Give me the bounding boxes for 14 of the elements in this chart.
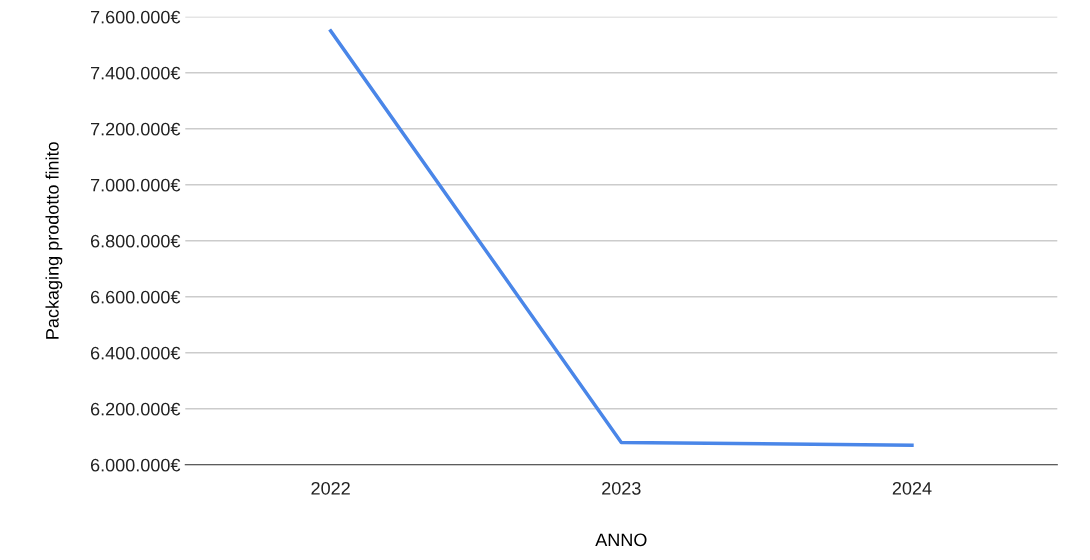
y-tick-label: 6.400.000€ xyxy=(91,346,181,360)
x-tick-label: 2024 xyxy=(892,481,932,495)
x-tick-label: 2022 xyxy=(311,481,350,495)
y-tick-label: 6.800.000€ xyxy=(91,234,181,248)
x-tick-label: 2023 xyxy=(602,481,641,495)
y-tick-label: 6.000.000€ xyxy=(91,458,181,472)
y-tick-label: 7.400.000€ xyxy=(91,66,181,80)
y-axis-title: Packaging prodotto finito xyxy=(45,142,63,339)
x-axis-title: ANNO xyxy=(595,533,647,547)
y-tick-label: 7.000.000€ xyxy=(91,178,181,192)
y-tick-label: 7.600.000€ xyxy=(91,10,181,24)
y-tick-label: 6.200.000€ xyxy=(91,402,181,416)
y-tick-label: 7.200.000€ xyxy=(91,122,181,136)
y-tick-label: 6.600.000€ xyxy=(91,290,181,304)
